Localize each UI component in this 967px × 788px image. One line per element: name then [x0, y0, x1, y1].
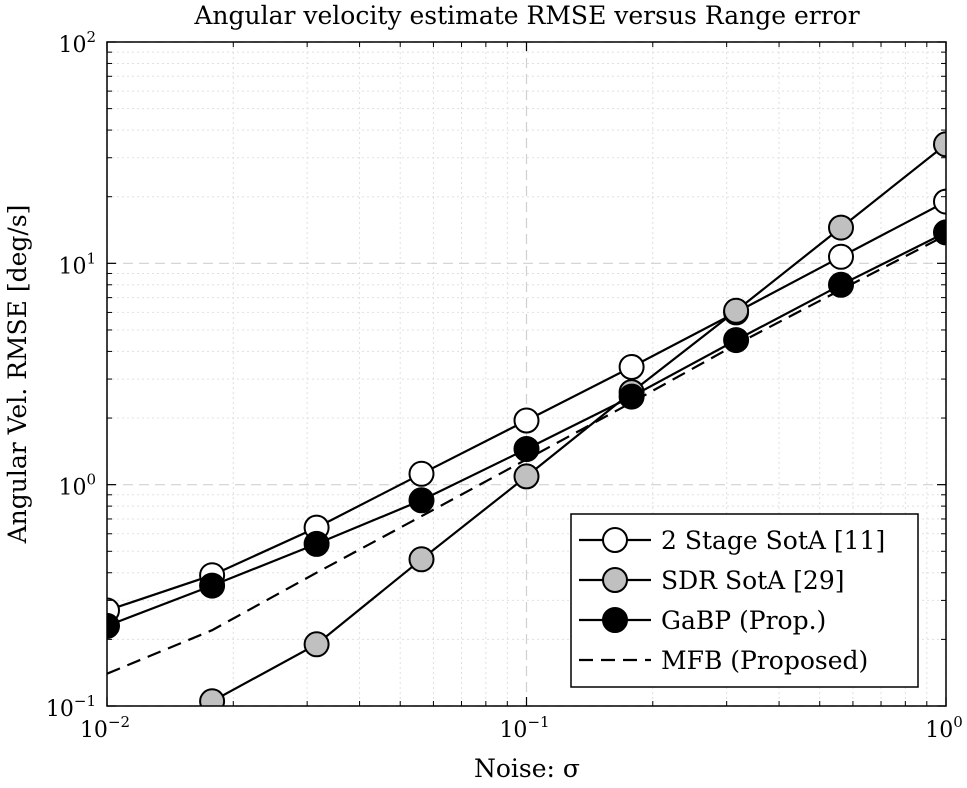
legend-item: MFB (Proposed)	[579, 646, 868, 675]
data-point	[199, 688, 226, 706]
y-tick-label: 102	[58, 28, 96, 58]
legend-item: GaBP (Prop.)	[579, 606, 826, 635]
legend: 2 Stage SotA [11] SDR SotA [29] GaBP (Prop…	[570, 513, 919, 688]
series-line	[107, 234, 946, 675]
data-point	[199, 572, 226, 599]
series-layer	[95, 131, 946, 781]
legend-label: SDR SotA [29]	[661, 566, 844, 595]
legend-label: MFB (Proposed)	[661, 646, 868, 675]
legend-item: 2 Stage SotA [11]	[579, 526, 885, 555]
data-point	[723, 327, 750, 354]
data-point	[408, 487, 435, 514]
y-axis-label: Angular Vel. RMSE [deg/s]	[3, 205, 32, 545]
data-point	[828, 271, 854, 298]
data-point	[618, 354, 645, 380]
legend-marker	[602, 567, 628, 593]
data-point	[513, 407, 540, 434]
data-point	[513, 463, 540, 490]
plot-frame	[106, 41, 947, 707]
x-tick-label: 10−2	[80, 713, 130, 743]
data-point	[828, 243, 854, 270]
legend-box	[570, 513, 919, 688]
data-point	[723, 297, 750, 324]
x-tick-label: 10−1	[499, 713, 549, 743]
y-tick-label: 10−1	[46, 692, 96, 722]
legend-label: 2 Stage SotA [11]	[661, 526, 885, 555]
data-point	[933, 188, 946, 215]
y-tick-label: 101	[58, 249, 96, 279]
data-point	[408, 546, 435, 573]
legend-item: SDR SotA [29]	[579, 566, 844, 595]
data-point	[95, 757, 119, 781]
x-axis-label: Noise: σ	[474, 754, 580, 783]
data-point	[933, 219, 946, 246]
y-tick-label: 100	[58, 471, 96, 501]
legend-marker	[602, 527, 628, 553]
data-point	[303, 530, 330, 557]
data-point	[933, 131, 946, 158]
data-point	[828, 214, 854, 241]
data-point	[303, 631, 330, 658]
legend-label: GaBP (Prop.)	[661, 606, 826, 635]
data-point	[107, 612, 120, 639]
data-point	[408, 460, 435, 487]
data-point	[513, 436, 540, 462]
chart-title: Angular velocity estimate RMSE versus Ra…	[193, 1, 859, 30]
legend-marker	[602, 607, 628, 633]
x-tick-label: 100	[925, 713, 963, 743]
